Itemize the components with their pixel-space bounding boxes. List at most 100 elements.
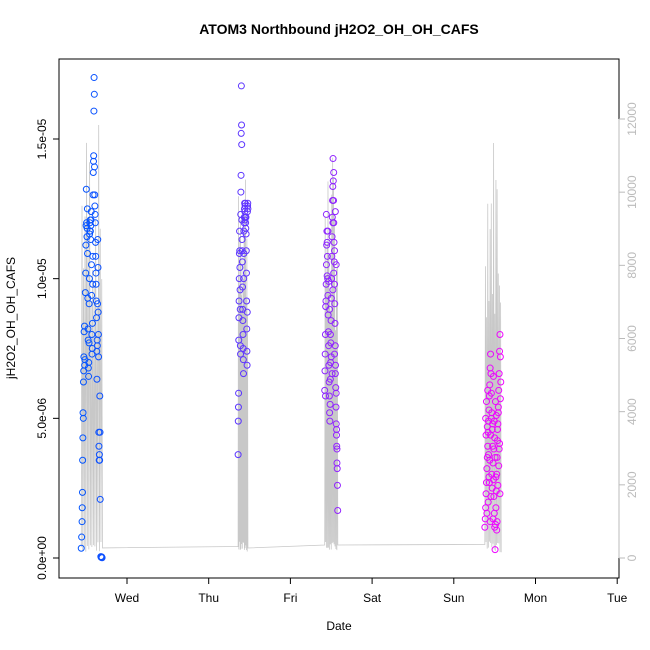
data-point — [238, 258, 246, 266]
data-point — [497, 378, 505, 386]
y2-tick-label: 0 — [625, 554, 639, 561]
data-point — [330, 169, 338, 177]
data-point — [91, 202, 99, 210]
data-point — [92, 252, 100, 260]
data-point — [94, 263, 102, 271]
data-point — [323, 252, 331, 260]
data-point — [90, 107, 98, 115]
data-point — [326, 417, 334, 425]
data-point — [333, 481, 341, 489]
data-point — [325, 277, 333, 285]
data-point — [234, 451, 242, 459]
data-point — [236, 263, 244, 271]
data-point — [237, 188, 245, 196]
data-point — [238, 236, 246, 244]
data-point — [495, 462, 503, 470]
data-point — [78, 504, 86, 512]
x-tick-label: Sat — [363, 591, 382, 605]
data-point — [490, 417, 498, 425]
data-point — [95, 353, 103, 361]
data-point — [88, 319, 96, 327]
data-point — [239, 283, 247, 291]
data-point — [242, 230, 250, 238]
data-point — [326, 400, 334, 408]
x-tick-label: Sun — [443, 591, 464, 605]
data-point — [242, 247, 250, 255]
altitude-trace — [80, 124, 502, 553]
data-point — [92, 280, 100, 288]
data-point — [79, 378, 87, 386]
data-point — [237, 82, 245, 90]
data-point — [88, 331, 96, 339]
data-point — [240, 275, 248, 283]
data-point — [93, 342, 101, 350]
data-point — [91, 219, 99, 227]
data-point — [482, 398, 490, 406]
data-point — [330, 269, 338, 277]
data-point — [85, 300, 93, 308]
data-point — [243, 361, 251, 369]
data-point — [98, 554, 106, 562]
data-point — [240, 370, 248, 378]
data-point — [486, 518, 494, 526]
data-point — [483, 509, 491, 517]
data-point — [87, 261, 95, 269]
data-point — [491, 434, 499, 442]
data-point — [322, 261, 330, 269]
data-point — [494, 426, 502, 434]
plot-frame — [58, 58, 620, 579]
data-point — [495, 370, 503, 378]
data-point — [331, 208, 339, 216]
data-point — [84, 325, 92, 333]
data-point — [85, 372, 93, 380]
data-point — [234, 417, 242, 425]
data-point — [485, 451, 493, 459]
data-point — [95, 442, 103, 450]
data-point — [90, 152, 98, 160]
data-point — [493, 470, 501, 478]
data-point — [332, 261, 340, 269]
data-point — [93, 375, 101, 383]
data-point — [236, 305, 244, 313]
data-point — [331, 247, 339, 255]
data-point — [326, 409, 334, 417]
data-point — [91, 191, 99, 199]
data-point — [333, 465, 341, 473]
data-point — [82, 269, 90, 277]
data-point — [495, 445, 503, 453]
y2-tick-label: 2000 — [625, 471, 639, 498]
data-point — [496, 331, 504, 339]
data-point — [88, 291, 96, 299]
data-point — [79, 414, 87, 422]
x-axis-label: Date — [326, 619, 352, 633]
data-point — [328, 370, 336, 378]
data-point — [239, 331, 247, 339]
data-point — [94, 308, 102, 316]
data-point — [331, 370, 339, 378]
data-point — [333, 442, 341, 450]
data-point — [78, 488, 86, 496]
data-point — [84, 336, 92, 344]
data-point — [332, 389, 340, 397]
data-point — [243, 347, 251, 355]
data-point — [487, 493, 495, 501]
data-point — [96, 495, 104, 503]
data-point — [239, 356, 247, 364]
data-point — [84, 250, 92, 258]
data-point — [326, 305, 334, 313]
data-point — [330, 196, 338, 204]
data-point — [491, 453, 499, 461]
data-point — [85, 339, 93, 347]
data-point — [82, 241, 90, 249]
data-point — [235, 275, 243, 283]
data-point — [494, 409, 502, 417]
data-point — [491, 546, 499, 554]
data-point — [237, 171, 245, 179]
data-point — [334, 507, 342, 515]
y-tick-label: 5.0e-06 — [35, 398, 49, 439]
data-point — [96, 456, 104, 464]
data-point — [487, 350, 495, 358]
data-point — [237, 129, 245, 137]
data-point — [484, 386, 492, 394]
y2-tick-label: 4000 — [625, 398, 639, 425]
